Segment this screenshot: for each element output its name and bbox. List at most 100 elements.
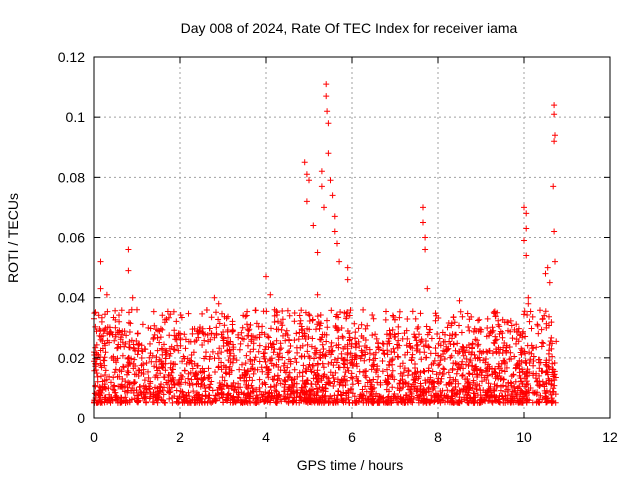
- data-point: [117, 343, 124, 350]
- data-point: [483, 376, 490, 383]
- data-point: [230, 355, 237, 362]
- data-point: [386, 388, 392, 395]
- data-point: [543, 357, 550, 364]
- data-point: [207, 398, 214, 405]
- data-point: [421, 387, 428, 393]
- data-point: [516, 357, 523, 364]
- data-point: [264, 363, 270, 370]
- data-point: [519, 395, 525, 402]
- data-point: [252, 334, 259, 341]
- data-point: [126, 397, 133, 404]
- data-point: [466, 327, 473, 334]
- data-point: [489, 324, 496, 331]
- data-point: [116, 367, 123, 374]
- data-point: [102, 349, 109, 356]
- data-point: [206, 325, 213, 332]
- data-point: [517, 349, 524, 356]
- data-point: [344, 276, 351, 283]
- data-point: [327, 177, 334, 184]
- data-point: [389, 356, 396, 363]
- data-point: [550, 385, 557, 392]
- data-point: [271, 346, 278, 352]
- data-point: [306, 326, 313, 333]
- data-point: [439, 329, 446, 336]
- data-point: [291, 376, 298, 382]
- data-point: [500, 357, 507, 364]
- data-point: [321, 204, 327, 211]
- data-point: [102, 372, 108, 378]
- data-point: [379, 368, 386, 375]
- data-point: [262, 397, 269, 404]
- data-point: [162, 316, 168, 323]
- data-point: [267, 291, 274, 298]
- data-point: [174, 342, 181, 349]
- data-point: [407, 344, 414, 351]
- data-point: [552, 374, 559, 381]
- data-point: [119, 352, 126, 359]
- data-point: [492, 313, 499, 320]
- data-point: [521, 204, 527, 211]
- data-point: [309, 386, 316, 393]
- data-point: [552, 132, 558, 139]
- data-point: [318, 183, 325, 190]
- data-point: [221, 322, 228, 329]
- data-point: [371, 361, 378, 368]
- data-point: [454, 340, 461, 347]
- data-point: [355, 398, 362, 405]
- data-point: [309, 316, 316, 323]
- data-point: [182, 345, 189, 352]
- data-point: [112, 307, 119, 314]
- data-point: [230, 379, 237, 386]
- data-point: [338, 396, 345, 402]
- data-point: [201, 399, 208, 405]
- data-point: [188, 358, 195, 365]
- data-point: [160, 360, 167, 367]
- data-point: [384, 366, 390, 373]
- data-point: [370, 357, 377, 364]
- data-point: [124, 355, 131, 362]
- data-point: [294, 349, 301, 356]
- data-point: [433, 312, 440, 319]
- data-point: [235, 394, 242, 401]
- data-point: [370, 395, 377, 402]
- data-point: [323, 81, 330, 88]
- data-point: [279, 316, 286, 323]
- data-point: [306, 312, 313, 319]
- data-point: [530, 345, 537, 352]
- data-point: [186, 380, 193, 387]
- data-point: [547, 338, 554, 345]
- data-point: [205, 365, 212, 372]
- data-point: [383, 331, 390, 338]
- data-point: [116, 312, 122, 319]
- x-tick-label: 12: [602, 429, 618, 445]
- data-point: [507, 328, 514, 335]
- data-point: [395, 330, 402, 337]
- data-point: [409, 371, 416, 378]
- data-point: [315, 361, 321, 368]
- data-point: [360, 369, 367, 376]
- data-point: [226, 371, 233, 378]
- data-point: [356, 343, 363, 350]
- data-point: [227, 359, 234, 365]
- data-point: [135, 347, 142, 354]
- data-point: [101, 357, 108, 364]
- data-point: [270, 376, 277, 383]
- data-point: [334, 376, 341, 383]
- y-tick-label: 0.1: [66, 109, 86, 125]
- data-point: [380, 341, 387, 347]
- data-point: [383, 379, 390, 386]
- data-point: [444, 346, 451, 353]
- data-point: [125, 359, 132, 366]
- data-point: [104, 324, 111, 331]
- data-point: [115, 383, 122, 390]
- data-point: [444, 324, 451, 331]
- data-point: [126, 329, 133, 335]
- data-point: [243, 398, 250, 405]
- data-point: [319, 387, 326, 394]
- data-point: [349, 381, 356, 388]
- data-point: [411, 333, 418, 340]
- data-point: [369, 312, 376, 318]
- data-point: [401, 365, 408, 372]
- data-point: [298, 353, 305, 359]
- data-point: [97, 258, 104, 265]
